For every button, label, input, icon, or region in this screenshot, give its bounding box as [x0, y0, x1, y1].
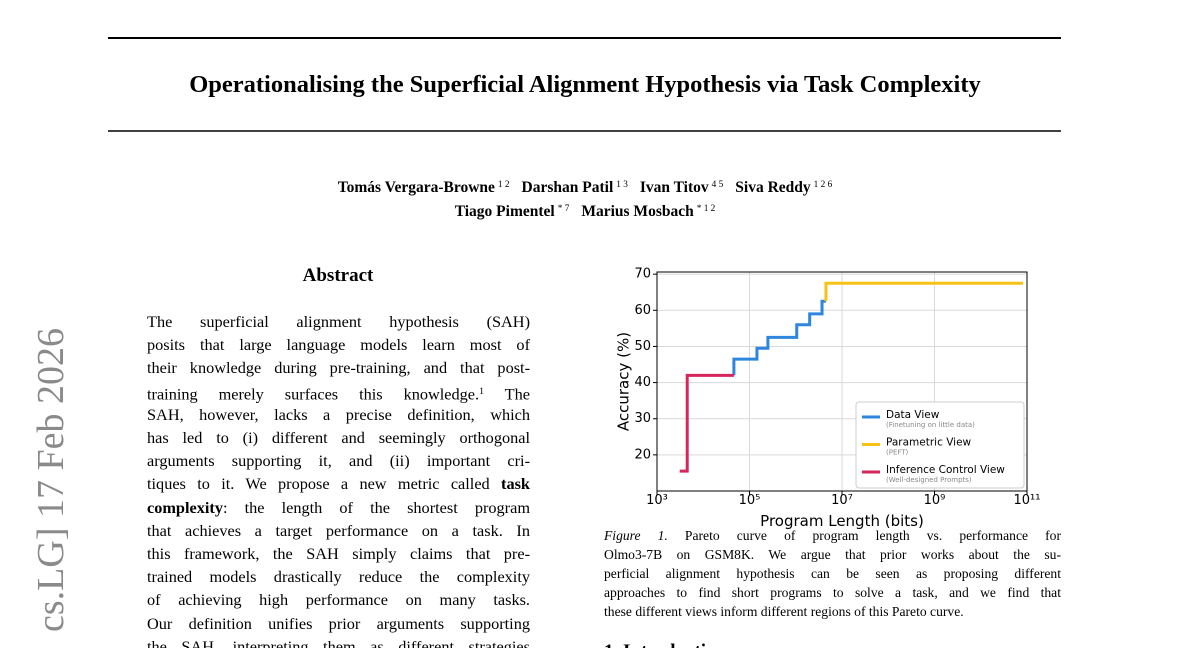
abstract-line: The superficial alignment hypothesis (SA…	[147, 311, 530, 333]
affiliation-marks: 1 2 6	[813, 180, 833, 190]
legend-label: Inference Control View	[886, 464, 1005, 476]
y-tick-label: 40	[634, 375, 651, 390]
text-run: The superficial alignment hypothesis (SA…	[147, 312, 530, 331]
abstract-line: has led to (i) different and seemingly o…	[147, 427, 530, 449]
affiliation-marks: 4 5	[711, 180, 724, 190]
text-run: : the length of the shortest program	[222, 497, 530, 517]
abstract-line: tiques to it. We propose a new metric ca…	[147, 473, 530, 495]
text-run: The	[484, 383, 530, 403]
caption-line: perficial alignment hypothesis can be se…	[604, 565, 1061, 583]
affiliation-marks: * 7	[557, 204, 570, 214]
author-name: Siva Reddy	[735, 179, 811, 197]
abstract-line: Our definition unifies prior arguments s…	[147, 613, 530, 635]
legend-label: Data View	[886, 409, 940, 421]
author: Marius Mosbach * 1 2	[581, 203, 715, 220]
affiliation-marks: * 1 2	[696, 204, 716, 214]
plot-frame	[656, 271, 1028, 492]
abstract-line: their knowledge during pre-training, and…	[147, 357, 530, 379]
abstract-line: this framework, the SAH simply claims th…	[147, 543, 530, 565]
y-tick-label: 30	[634, 411, 651, 426]
text-run: SAH, however, lacks a precise definition…	[147, 404, 530, 424]
caption-line: approaches to find short programs to sol…	[604, 584, 1061, 602]
x-tick-label: 10⁷	[831, 493, 853, 508]
legend-label: Parametric View	[886, 437, 972, 449]
y-tick-label: 70	[634, 267, 651, 282]
author: Tomás Vergara-Browne 1 2	[338, 179, 510, 196]
text-run: tiques to it. We propose a new metric ca…	[147, 474, 502, 494]
caption-line: Figure 1. Pareto curve of program length…	[604, 527, 1061, 545]
chart: 10³ 10⁵ 10⁷ 10⁹ 10¹¹ 20 30 40 50 60 70 Program Leng…	[615, 267, 1041, 531]
abstract-line: arguments supporting it, and (ii) import…	[147, 450, 530, 472]
abstract-line: SAH, however, lacks a precise definition…	[147, 404, 530, 426]
abstract-line: posits that large language models learn …	[147, 334, 530, 356]
author-name: Tomás Vergara-Browne	[337, 179, 495, 197]
step-line	[679, 373, 734, 473]
legend-description: (Well-designed Prompts)	[886, 476, 972, 484]
legend-description: (PEFT)	[886, 449, 909, 457]
text-run: arguments supporting it, and (ii) import…	[147, 451, 530, 471]
abstract-line: training merely surfaces this knowledge.…	[147, 381, 530, 405]
y-tick-label: 60	[634, 303, 651, 318]
text-run: of achieving high performance on many ta…	[147, 590, 530, 610]
author: Tiago Pimentel * 7	[455, 203, 570, 220]
section-heading: 1. Introduction	[604, 640, 726, 648]
legend: Data View(Finetuning on little data) Para…	[855, 401, 1025, 489]
text-run: perficial alignment hypothesis can be se…	[604, 566, 1061, 581]
text-run: task	[501, 474, 530, 494]
text-run: 1	[479, 385, 484, 397]
abstract-heading: Abstract	[302, 265, 374, 286]
step-line	[824, 281, 1024, 302]
affiliation-marks: 1 2	[497, 180, 510, 190]
y-tick-label: 50	[634, 339, 651, 354]
paper-title: Operationalising the Superficial Alignme…	[189, 71, 981, 98]
x-tick-label: 10³	[646, 493, 668, 508]
x-tick-label: 10⁵	[739, 493, 761, 508]
x-axis-label: Program Length (bits)	[760, 512, 924, 530]
text-run: Pareto curve of program length vs. perfo…	[667, 528, 1061, 543]
text-run: that achieves a target performance on a …	[147, 520, 530, 540]
author-line: Tiago Pimentel * 7 Marius Mosbach * 1 2	[0, 198, 1170, 223]
abstract-line: that achieves a target performance on a …	[147, 520, 530, 542]
y-tick-label: 20	[634, 447, 651, 462]
text-run: these different views inform different r…	[604, 604, 964, 619]
author-name: Tiago Pimentel	[454, 203, 555, 221]
text-run: complexity	[147, 497, 223, 517]
legend-box	[855, 401, 1025, 489]
text-run: posits that large language models learn …	[147, 335, 530, 355]
text-run: this framework, the SAH simply claims th…	[147, 544, 530, 563]
text-run: Olmo3-7B on GSM8K. We argue that prior w…	[604, 547, 1061, 562]
author: Ivan Titov 4 5	[640, 179, 723, 196]
text-run: Figure 1.	[604, 528, 668, 543]
text-run: Our definition unifies prior arguments s…	[147, 613, 530, 633]
author: Darshan Patil 1 3	[522, 179, 628, 196]
text-run: has led to (i) different and seemingly o…	[147, 428, 530, 447]
affiliation-marks: 1 3	[616, 180, 628, 190]
text-run: trained models drastically reduce the co…	[147, 567, 530, 587]
y-axis-label: Accuracy (%)	[615, 332, 633, 431]
caption-line: these different views inform different r…	[604, 603, 1061, 621]
text-run: training merely surfaces this knowledge.	[147, 383, 480, 403]
author-name: Marius Mosbach	[581, 203, 694, 221]
author-name: Darshan Patil	[521, 179, 614, 197]
author: Siva Reddy 1 2 6	[735, 179, 832, 196]
text-run: the SAH, interpreting them as different …	[147, 636, 530, 648]
text-run: their knowledge during pre-training, and…	[147, 358, 530, 378]
text-run: approaches to find short programs to sol…	[604, 585, 1061, 600]
abstract-line: of achieving high performance on many ta…	[147, 589, 530, 611]
arxiv-stamp: cs.LG] 17 Feb 2026	[30, 328, 72, 632]
caption-line: Olmo3-7B on GSM8K. We argue that prior w…	[604, 546, 1061, 564]
x-tick-label: 10¹¹	[1014, 493, 1041, 508]
abstract-line: the SAH, interpreting them as different …	[147, 636, 530, 648]
author-line: Tomás Vergara-Browne 1 2 Darshan Patil 1 3 I…	[0, 174, 1170, 199]
x-tick-label: 10⁹	[924, 493, 946, 508]
abstract-line: complexity: the length of the shortest p…	[147, 497, 530, 519]
abstract-line: trained models drastically reduce the co…	[147, 566, 530, 588]
legend-description: (Finetuning on little data)	[886, 421, 975, 429]
author-name: Ivan Titov	[639, 179, 709, 197]
step-line	[732, 299, 826, 376]
